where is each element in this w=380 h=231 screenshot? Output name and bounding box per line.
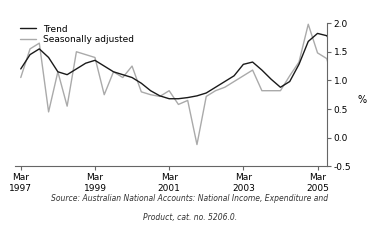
Trend: [269, 78, 274, 81]
Trend: [185, 96, 190, 99]
Seasonally adjusted: [334, 92, 338, 94]
Trend: [223, 80, 227, 83]
Seasonally adjusted: [74, 50, 79, 53]
Line: Seasonally adjusted: Seasonally adjusted: [21, 24, 355, 145]
Text: Product, cat. no. 5206.0.: Product, cat. no. 5206.0.: [143, 213, 237, 222]
Seasonally adjusted: [352, 89, 357, 92]
Seasonally adjusted: [158, 95, 162, 98]
Trend: [250, 61, 255, 64]
Seasonally adjusted: [260, 89, 264, 92]
Trend: [102, 65, 106, 67]
Trend: [158, 94, 162, 97]
Trend: [46, 56, 51, 59]
Seasonally adjusted: [250, 69, 255, 71]
Seasonally adjusted: [278, 89, 283, 92]
Seasonally adjusted: [46, 110, 51, 113]
Seasonally adjusted: [148, 93, 153, 96]
Trend: [37, 48, 41, 50]
Trend: [195, 94, 199, 97]
Trend: [315, 32, 320, 35]
Trend: [213, 86, 218, 89]
Trend: [204, 92, 209, 94]
Trend: [55, 70, 60, 73]
Seasonally adjusted: [37, 42, 41, 45]
Trend: [19, 67, 23, 70]
Trend: [334, 49, 338, 52]
Trend: [176, 97, 181, 100]
Seasonally adjusted: [65, 105, 70, 108]
Seasonally adjusted: [93, 56, 97, 59]
Text: Source: Australian National Accounts: National Income, Expenditure and: Source: Australian National Accounts: Na…: [51, 194, 329, 203]
Trend: [260, 69, 264, 71]
Seasonally adjusted: [130, 65, 135, 67]
Seasonally adjusted: [83, 53, 88, 56]
Seasonally adjusted: [204, 95, 209, 98]
Seasonally adjusted: [55, 70, 60, 73]
Seasonally adjusted: [223, 86, 227, 89]
Y-axis label: %: %: [358, 95, 367, 105]
Trend: [287, 80, 292, 83]
Legend: Trend, Seasonally adjusted: Trend, Seasonally adjusted: [20, 25, 134, 44]
Seasonally adjusted: [343, 109, 348, 112]
Trend: [241, 63, 245, 66]
Trend: [297, 63, 301, 66]
Trend: [130, 76, 135, 79]
Trend: [74, 67, 79, 70]
Seasonally adjusted: [315, 52, 320, 54]
Line: Trend: Trend: [21, 33, 355, 99]
Seasonally adjusted: [297, 61, 301, 64]
Seasonally adjusted: [102, 93, 106, 96]
Trend: [65, 73, 70, 76]
Trend: [352, 89, 357, 92]
Seasonally adjusted: [232, 80, 236, 83]
Seasonally adjusted: [111, 70, 116, 73]
Seasonally adjusted: [120, 76, 125, 79]
Seasonally adjusted: [28, 48, 32, 50]
Trend: [306, 40, 310, 43]
Trend: [148, 89, 153, 92]
Seasonally adjusted: [139, 91, 144, 93]
Seasonally adjusted: [269, 89, 274, 92]
Seasonally adjusted: [287, 74, 292, 77]
Trend: [28, 53, 32, 56]
Trend: [325, 34, 329, 37]
Trend: [83, 62, 88, 65]
Trend: [232, 74, 236, 77]
Seasonally adjusted: [306, 23, 310, 26]
Seasonally adjusted: [185, 99, 190, 102]
Trend: [167, 97, 171, 100]
Seasonally adjusted: [325, 57, 329, 60]
Seasonally adjusted: [176, 103, 181, 106]
Seasonally adjusted: [167, 89, 171, 92]
Trend: [343, 74, 348, 77]
Seasonally adjusted: [195, 143, 199, 146]
Seasonally adjusted: [241, 74, 245, 77]
Trend: [93, 59, 97, 62]
Seasonally adjusted: [213, 89, 218, 92]
Trend: [120, 73, 125, 76]
Trend: [139, 82, 144, 85]
Trend: [111, 70, 116, 73]
Trend: [278, 86, 283, 89]
Seasonally adjusted: [19, 76, 23, 79]
